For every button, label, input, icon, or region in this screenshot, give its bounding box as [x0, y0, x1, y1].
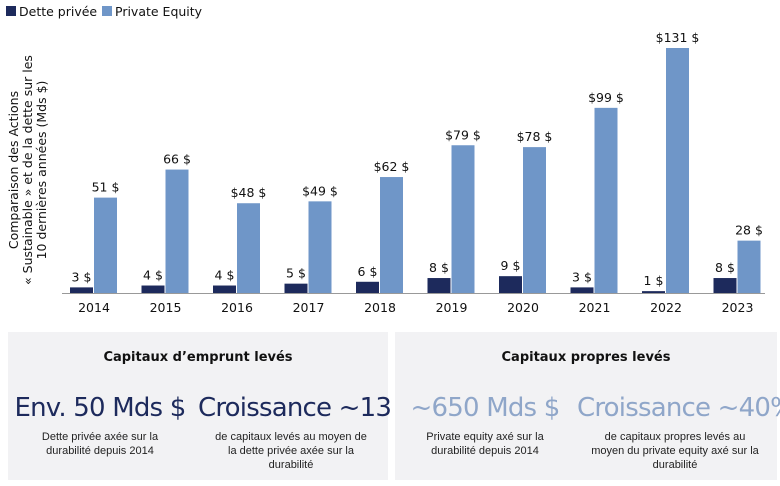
equity-total-stat: ~650 Mds $ Private equity axé sur la dur…	[395, 392, 575, 458]
data-label-dette-privee-2023: 8 $	[715, 260, 735, 275]
data-label-private-equity-2014: 51 $	[92, 180, 120, 195]
bar-dette-privee-2023	[713, 278, 737, 293]
x-tick-2015: 2015	[150, 300, 182, 315]
data-label-dette-privee-2018: 6 $	[358, 264, 378, 279]
x-tick-2016: 2016	[221, 300, 253, 315]
bar-dette-privee-2021	[570, 287, 594, 293]
y-axis-label: Comparaison des Actions« Sustainable » e…	[6, 55, 49, 285]
x-tick-2019: 2019	[436, 300, 468, 315]
bar-private-equity-2021	[594, 107, 618, 294]
bar-dette-privee-2020	[499, 276, 522, 293]
debt-growth-description: de capitaux levés au moyen de la dette p…	[215, 431, 367, 471]
x-tick-2020: 2020	[507, 300, 539, 315]
bar-private-equity-2015	[165, 169, 189, 293]
data-label-private-equity-2021: $99 $	[588, 90, 624, 105]
equity-total-value: ~650 Mds $	[410, 393, 561, 423]
data-label-dette-privee-2016: 4 $	[215, 268, 235, 283]
bar-private-equity-2017	[308, 201, 332, 293]
bars-group: 3 $ 51 $ 4 $ 66 $ 4 $ $48 $ 5 $ $49 $ 6 $ $62 $ 8 …	[70, 30, 763, 294]
data-label-dette-privee-2021: 3 $	[572, 269, 592, 284]
x-tick-2014: 2014	[78, 300, 110, 315]
bar-private-equity-2016	[237, 203, 260, 293]
data-label-private-equity-2017: $49 $	[302, 183, 338, 198]
data-label-private-equity-2022: $131 $	[656, 30, 700, 45]
data-label-dette-privee-2019: 8 $	[429, 260, 449, 275]
x-tick-2021: 2021	[579, 300, 611, 315]
equity-total-description: Private equity axé sur la durabilité dep…	[426, 431, 544, 457]
debt-growth-stat: Croissance ~13 % de capitaux levés au mo…	[198, 392, 423, 472]
data-label-private-equity-2019: $79 $	[445, 127, 481, 142]
debt-growth-value: Croissance ~13 %	[198, 393, 423, 423]
x-tick-labels: 2014 2015 2016 2017 2018 2019 2020 2021 2022 2023	[78, 300, 753, 315]
bar-private-equity-2023	[737, 240, 761, 293]
data-label-private-equity-2015: 66 $	[163, 152, 191, 167]
bar-dette-privee-2016	[213, 285, 236, 293]
bar-private-equity-2019	[451, 145, 475, 293]
legend-label-0: Dette privée	[19, 4, 97, 19]
bar-private-equity-2022	[666, 48, 689, 293]
equity-panel-title: Capitaux propres levés	[501, 350, 671, 365]
bar-dette-privee-2022	[642, 291, 665, 293]
data-label-private-equity-2020: $78 $	[517, 129, 553, 144]
debt-total-description: Dette privée axée sur la durabilité depu…	[41, 431, 159, 457]
bar-dette-privee-2019	[427, 278, 451, 293]
data-label-private-equity-2018: $62 $	[374, 159, 410, 174]
legend-label-1: Private Equity	[115, 4, 203, 19]
bar-private-equity-2018	[380, 177, 403, 293]
data-label-dette-privee-2022: 1 $	[644, 273, 664, 288]
debt-total-value: Env. 50 Mds $	[14, 393, 186, 423]
x-tick-2023: 2023	[722, 300, 754, 315]
debt-capital-panel: Capitaux d’emprunt levés Env. 50 Mds $ D…	[8, 332, 423, 480]
chart-legend: Dette privée Private Equity	[6, 4, 203, 19]
bar-dette-privee-2015	[141, 285, 165, 293]
debt-total-stat: Env. 50 Mds $ Dette privée axée sur la d…	[10, 392, 190, 458]
equity-capital-panel: Capitaux propres levés ~650 Mds $ Privat…	[395, 332, 780, 480]
data-label-dette-privee-2015: 4 $	[143, 268, 163, 283]
debt-panel-title: Capitaux d’emprunt levés	[103, 350, 293, 365]
bar-dette-privee-2014	[70, 287, 93, 293]
data-label-dette-privee-2014: 3 $	[72, 269, 92, 284]
data-label-private-equity-2023: 28 $	[735, 223, 763, 238]
bar-chart: Dette privée Private Equity Comparaison d…	[6, 4, 765, 315]
data-label-dette-privee-2020: 9 $	[501, 258, 521, 273]
x-tick-2017: 2017	[293, 300, 325, 315]
legend-swatch-1	[102, 6, 112, 16]
bar-dette-privee-2017	[284, 283, 308, 293]
equity-growth-value: Croissance ~40%	[577, 393, 780, 423]
x-tick-2022: 2022	[650, 300, 682, 315]
data-label-private-equity-2016: $48 $	[231, 185, 267, 200]
bar-private-equity-2014	[94, 197, 117, 293]
equity-growth-description: de capitaux propres levés au moyen du pr…	[591, 431, 759, 471]
bar-private-equity-2020	[523, 147, 546, 293]
legend-swatch-0	[6, 6, 16, 16]
bar-dette-privee-2018	[356, 281, 379, 293]
x-tick-2018: 2018	[364, 300, 396, 315]
equity-growth-stat: Croissance ~40% de capitaux propres levé…	[577, 392, 780, 472]
data-label-dette-privee-2017: 5 $	[286, 266, 306, 281]
